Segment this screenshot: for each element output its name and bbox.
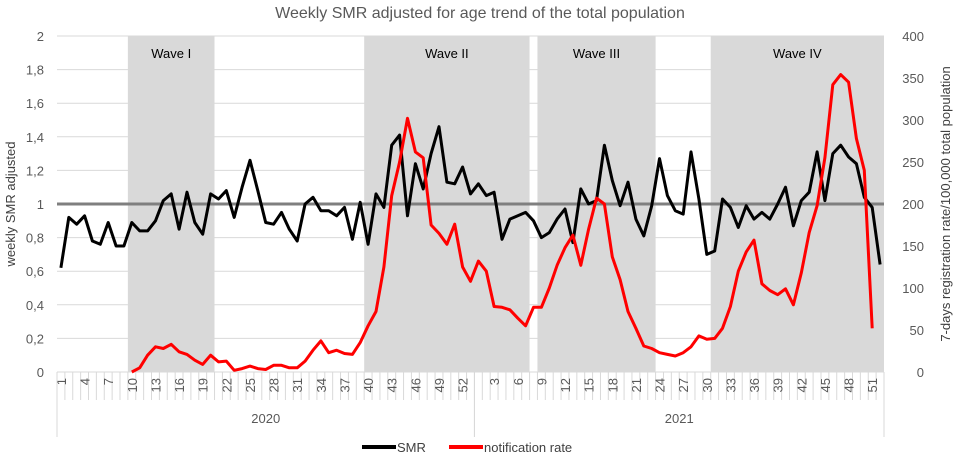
- x-tick-label: 33: [723, 378, 738, 392]
- smr-line: [59, 125, 882, 269]
- y-tick-label: 0,6: [26, 264, 44, 279]
- x-tick-label: 7: [101, 378, 116, 385]
- x-tick-label: 28: [267, 378, 282, 392]
- x-tick-label: 4: [78, 378, 93, 385]
- x-tick-label: 43: [385, 378, 400, 392]
- x-tick-label: 19: [196, 378, 211, 392]
- y2-tick-label: 250: [902, 155, 924, 170]
- series-lines: [59, 73, 882, 374]
- x-tick-label: 22: [219, 378, 234, 392]
- x-tick-label: 51: [865, 378, 880, 392]
- y-tick-label: 1,4: [26, 130, 44, 145]
- wave-label: Wave I: [151, 46, 191, 61]
- x-tick-label: 36: [747, 378, 762, 392]
- x-tick-label: 18: [605, 378, 620, 392]
- legend: SMR notification rate: [362, 440, 572, 455]
- y2-tick-label: 350: [902, 71, 924, 86]
- x-tick-label: 24: [653, 378, 668, 392]
- year-label: 2021: [665, 411, 694, 426]
- x-tick-label: 25: [243, 378, 258, 392]
- y-tick-label: 1: [37, 197, 44, 212]
- y-tick-label: 1,6: [26, 96, 44, 111]
- x-tick-label: 46: [408, 378, 423, 392]
- x-tick-label: 27: [676, 378, 691, 392]
- y2-axis-title: 7-days registration rate/100,000 total p…: [938, 66, 953, 341]
- y2-tick-label: 300: [902, 113, 924, 128]
- wave-label: Wave II: [425, 46, 469, 61]
- y-axis-title: weekly SMR adjusted: [3, 142, 18, 268]
- x-tick-label: 3: [487, 378, 502, 385]
- x-tick-label: 37: [337, 378, 352, 392]
- y-tick-label: 0: [37, 365, 44, 380]
- x-tick-label: 34: [314, 378, 329, 392]
- y-axis-right: 0 50 100 150 200 250 300 350 400: [902, 29, 924, 380]
- x-tick-label: 52: [456, 378, 471, 392]
- x-tick-label: 9: [534, 378, 549, 385]
- y-tick-label: 1,2: [26, 163, 44, 178]
- y-tick-label: 1,8: [26, 63, 44, 78]
- x-tick-label: 49: [432, 378, 447, 392]
- chart-title: Weekly SMR adjusted for age trend of the…: [275, 5, 685, 22]
- x-tick-label: 48: [842, 378, 857, 392]
- year-label: 2020: [251, 411, 280, 426]
- y-tick-label: 0,4: [26, 298, 44, 313]
- y2-tick-label: 0: [917, 365, 924, 380]
- x-tick-label: 16: [172, 378, 187, 392]
- x-tick-label: 13: [148, 378, 163, 392]
- x-tick-label: 15: [582, 378, 597, 392]
- x-tick-label: 12: [558, 378, 573, 392]
- y-axis-left: 0 0,2 0,4 0,6 0,8 1 1,2 1,4 1,6 1,8 2: [26, 29, 44, 380]
- y-tick-label: 0,2: [26, 331, 44, 346]
- y2-tick-label: 50: [910, 323, 924, 338]
- x-tick-label: 39: [771, 378, 786, 392]
- legend-label-notification: notification rate: [484, 440, 572, 455]
- x-tick-label: 1: [54, 378, 69, 385]
- x-tick-label: 21: [629, 378, 644, 392]
- y-tick-label: 0,8: [26, 231, 44, 246]
- x-tick-label: 45: [818, 378, 833, 392]
- x-tick-label: 42: [794, 378, 809, 392]
- notification-rate-line: [131, 73, 874, 374]
- wave-label: Wave IV: [773, 46, 822, 61]
- y2-tick-label: 100: [902, 281, 924, 296]
- x-tick-label: 6: [511, 378, 526, 385]
- x-tick-label: 40: [361, 378, 376, 392]
- y2-tick-label: 400: [902, 29, 924, 44]
- legend-label-smr: SMR: [397, 440, 426, 455]
- x-tick-label: 31: [290, 378, 305, 392]
- x-tick-label: 10: [125, 378, 140, 392]
- y2-tick-label: 150: [902, 239, 924, 254]
- wave-label: Wave III: [573, 46, 620, 61]
- x-tick-label: 30: [700, 378, 715, 392]
- y-tick-label: 2: [37, 29, 44, 44]
- y2-tick-label: 200: [902, 197, 924, 212]
